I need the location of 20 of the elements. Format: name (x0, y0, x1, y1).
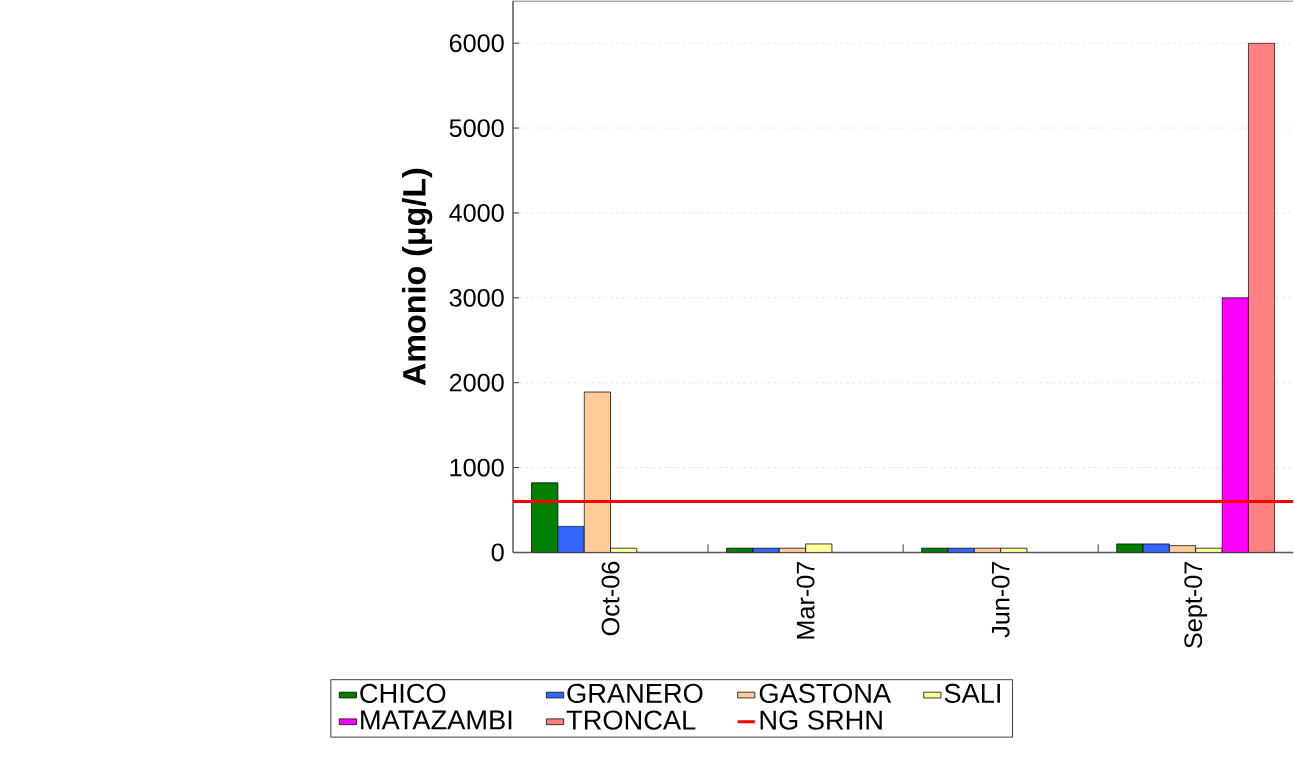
x-tick-label: Mar-07 (796, 562, 815, 639)
legend-label: MATAZAMBI (361, 710, 512, 730)
legend-label: GASTONA (759, 683, 892, 704)
x-tick-label: Jun-07 (991, 562, 1010, 638)
legend-label: SALI (944, 683, 1000, 704)
y-tick-label: 4000 (449, 204, 504, 222)
y-tick-label: 1000 (450, 458, 504, 477)
legend-label: CHICO (360, 683, 446, 704)
y-tick-label: 5000 (449, 119, 504, 138)
legend-label: GRANERO (567, 683, 703, 704)
x-tick-label: Oct-06 (601, 561, 620, 636)
legend-label: TRONCAL (566, 710, 696, 730)
bar (583, 391, 611, 553)
y-tick-label: 3000 (449, 289, 504, 307)
y-tick-label: 0 (491, 543, 504, 562)
y-tick-label: 2000 (449, 373, 504, 392)
x-tick-label: Sept-07 (1184, 562, 1208, 649)
legend-label: NG SRHN (760, 710, 882, 730)
y-axis-title: Amonio (μg/L) (402, 168, 433, 386)
y-tick-label: 6000 (449, 34, 504, 53)
